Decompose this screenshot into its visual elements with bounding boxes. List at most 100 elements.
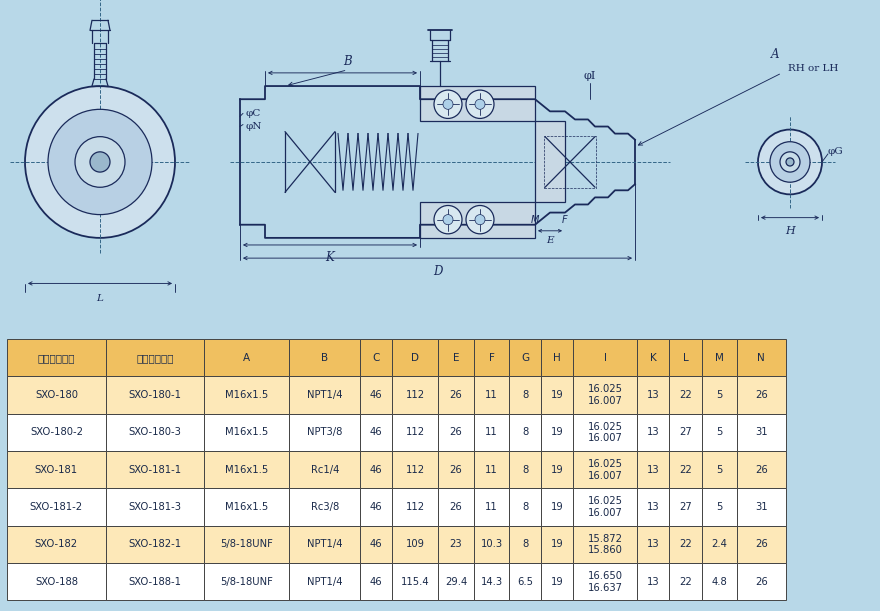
Bar <box>737 563 786 601</box>
Bar <box>7 526 106 563</box>
Text: 112: 112 <box>406 465 425 475</box>
Text: 8: 8 <box>522 390 528 400</box>
Text: A: A <box>244 353 251 363</box>
Bar <box>392 339 438 376</box>
Text: 8: 8 <box>522 428 528 437</box>
Text: 8: 8 <box>522 540 528 549</box>
Text: 112: 112 <box>406 428 425 437</box>
Circle shape <box>75 137 125 187</box>
Bar <box>290 488 360 526</box>
Bar <box>7 488 106 526</box>
Text: C: C <box>372 353 380 363</box>
Bar <box>360 526 392 563</box>
Text: Rc1/4: Rc1/4 <box>311 465 339 475</box>
Text: 19: 19 <box>551 540 564 549</box>
Text: 16.025
16.007: 16.025 16.007 <box>588 384 623 406</box>
Text: M: M <box>531 214 539 225</box>
Text: 5/8-18UNF: 5/8-18UNF <box>221 540 274 549</box>
Bar <box>637 339 670 376</box>
Circle shape <box>770 142 810 182</box>
Bar <box>473 376 510 414</box>
Bar <box>574 451 637 488</box>
Bar <box>438 563 473 601</box>
Bar <box>7 376 106 414</box>
Text: φI: φI <box>583 71 596 81</box>
Bar <box>7 451 106 488</box>
Circle shape <box>443 214 453 225</box>
Text: SXO-180-1: SXO-180-1 <box>128 390 181 400</box>
Bar <box>290 339 360 376</box>
Text: 46: 46 <box>370 577 383 587</box>
Bar <box>473 451 510 488</box>
Text: 16.650
16.637: 16.650 16.637 <box>588 571 623 593</box>
Bar <box>701 414 737 451</box>
Text: 23: 23 <box>450 540 462 549</box>
Text: 11: 11 <box>485 428 498 437</box>
Text: NPT1/4: NPT1/4 <box>307 540 342 549</box>
Bar <box>574 376 637 414</box>
Text: 46: 46 <box>370 390 383 400</box>
Text: F: F <box>488 353 495 363</box>
Bar <box>541 339 574 376</box>
Bar <box>637 376 670 414</box>
Bar <box>637 563 670 601</box>
Bar <box>510 451 541 488</box>
Text: 109: 109 <box>406 540 425 549</box>
Bar <box>204 563 290 601</box>
Bar <box>392 526 438 563</box>
Text: φN: φN <box>245 122 261 131</box>
Circle shape <box>434 205 462 234</box>
Bar <box>737 488 786 526</box>
Text: 8: 8 <box>522 465 528 475</box>
Bar <box>737 376 786 414</box>
Text: 115.4: 115.4 <box>401 577 429 587</box>
Circle shape <box>780 152 800 172</box>
Text: H: H <box>554 353 561 363</box>
Text: 26: 26 <box>755 465 767 475</box>
Circle shape <box>758 130 822 194</box>
Bar <box>510 376 541 414</box>
Bar <box>7 414 106 451</box>
Circle shape <box>25 86 175 238</box>
Bar <box>670 414 701 451</box>
Text: 26: 26 <box>450 428 462 437</box>
Bar <box>510 526 541 563</box>
Text: K: K <box>650 353 656 363</box>
Text: SXO-181-3: SXO-181-3 <box>128 502 181 512</box>
Bar <box>7 563 106 601</box>
Bar <box>541 414 574 451</box>
Text: 31: 31 <box>755 428 767 437</box>
Text: M16x1.5: M16x1.5 <box>225 502 268 512</box>
Bar <box>204 451 290 488</box>
Text: 5/8-18UNF: 5/8-18UNF <box>221 577 274 587</box>
Bar <box>438 339 473 376</box>
Bar <box>360 488 392 526</box>
Text: 14.3: 14.3 <box>480 577 502 587</box>
Text: 22: 22 <box>679 465 692 475</box>
Bar <box>701 339 737 376</box>
Bar <box>106 339 204 376</box>
Text: M16x1.5: M16x1.5 <box>225 390 268 400</box>
Bar <box>574 414 637 451</box>
Bar <box>7 339 106 376</box>
Bar <box>473 488 510 526</box>
Text: SXO-180-3: SXO-180-3 <box>128 428 181 437</box>
Text: 11: 11 <box>485 390 498 400</box>
Text: NPT3/8: NPT3/8 <box>307 428 342 437</box>
Text: NPT1/4: NPT1/4 <box>307 577 342 587</box>
Text: 27: 27 <box>679 428 692 437</box>
Text: 5: 5 <box>716 465 722 475</box>
Bar <box>392 414 438 451</box>
Bar <box>360 339 392 376</box>
Text: 22: 22 <box>679 540 692 549</box>
Bar <box>473 563 510 601</box>
Text: 29.4: 29.4 <box>445 577 467 587</box>
Text: 16.025
16.007: 16.025 16.007 <box>588 422 623 443</box>
Circle shape <box>475 99 485 109</box>
Text: 13: 13 <box>647 502 660 512</box>
Bar <box>290 414 360 451</box>
Text: 19: 19 <box>551 390 564 400</box>
Bar <box>204 376 290 414</box>
Text: 26: 26 <box>755 540 767 549</box>
Text: SXO-182: SXO-182 <box>35 540 78 549</box>
